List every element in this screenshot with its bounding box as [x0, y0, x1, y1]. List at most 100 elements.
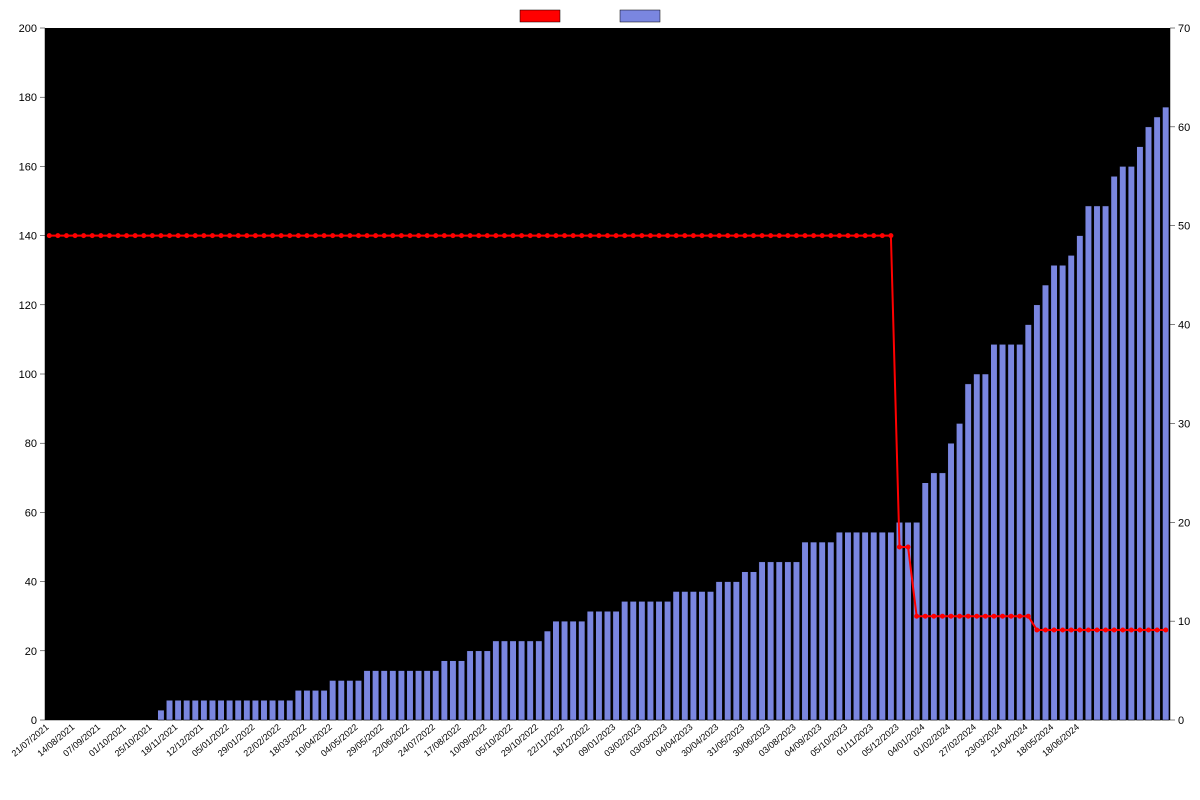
- bar: [1137, 147, 1143, 720]
- bar: [845, 532, 851, 720]
- bar: [630, 601, 636, 720]
- line-marker: [73, 233, 78, 238]
- y-left-tick-label: 0: [31, 715, 37, 727]
- line-marker: [1069, 628, 1074, 633]
- line-marker: [511, 233, 516, 238]
- line-marker: [545, 233, 550, 238]
- y-left-tick-label: 20: [25, 646, 37, 658]
- line-marker: [871, 233, 876, 238]
- line-marker: [1163, 628, 1168, 633]
- bar: [579, 621, 585, 720]
- bar: [398, 671, 404, 720]
- bar: [1111, 176, 1117, 720]
- line-marker: [983, 614, 988, 619]
- line-marker: [1112, 628, 1117, 633]
- line-marker: [596, 233, 601, 238]
- y-left-tick-label: 60: [25, 507, 37, 519]
- y-left-tick-label: 160: [19, 161, 37, 173]
- line-marker: [845, 233, 850, 238]
- line-marker: [64, 233, 69, 238]
- bar: [158, 710, 164, 720]
- line-marker: [734, 233, 739, 238]
- line-marker: [133, 233, 138, 238]
- line-marker: [888, 233, 893, 238]
- line-marker: [382, 233, 387, 238]
- line-marker: [373, 233, 378, 238]
- line-marker: [579, 233, 584, 238]
- bar: [433, 671, 439, 720]
- line-marker: [863, 233, 868, 238]
- line-marker: [1137, 628, 1142, 633]
- bar: [295, 690, 301, 720]
- line-marker: [407, 233, 412, 238]
- line-marker: [433, 233, 438, 238]
- bar: [913, 522, 919, 720]
- bar: [355, 680, 361, 720]
- y-left-tick-label: 140: [19, 231, 37, 243]
- line-marker: [1026, 614, 1031, 619]
- line-marker: [562, 233, 567, 238]
- line-marker: [150, 233, 155, 238]
- line-marker: [1146, 628, 1151, 633]
- line-marker: [837, 233, 842, 238]
- line-marker: [528, 233, 533, 238]
- bar: [931, 473, 937, 720]
- line-marker: [425, 233, 430, 238]
- line-marker: [725, 233, 730, 238]
- bar: [596, 611, 602, 720]
- bar: [965, 384, 971, 720]
- bar: [244, 700, 250, 720]
- bar: [896, 522, 902, 720]
- line-marker: [794, 233, 799, 238]
- bar: [175, 700, 181, 720]
- line-marker: [897, 545, 902, 550]
- line-marker: [141, 233, 146, 238]
- line-marker: [468, 233, 473, 238]
- line-marker: [493, 233, 498, 238]
- line-marker: [55, 233, 60, 238]
- legend-swatch: [520, 10, 560, 22]
- y-right-tick-label: 60: [1178, 122, 1190, 134]
- line-marker: [1000, 614, 1005, 619]
- line-marker: [751, 233, 756, 238]
- line-marker: [236, 233, 241, 238]
- bar: [647, 601, 653, 720]
- bar: [201, 700, 207, 720]
- line-marker: [416, 233, 421, 238]
- line-marker: [940, 614, 945, 619]
- line-marker: [639, 233, 644, 238]
- line-marker: [622, 233, 627, 238]
- bar: [166, 700, 172, 720]
- bar: [287, 700, 293, 720]
- bar: [235, 700, 241, 720]
- line-marker: [390, 233, 395, 238]
- y-left-tick-label: 120: [19, 300, 37, 312]
- bar: [836, 532, 842, 720]
- bar: [278, 700, 284, 720]
- bar: [604, 611, 610, 720]
- bar: [261, 700, 267, 720]
- y-right-tick-label: 0: [1178, 715, 1184, 727]
- bar: [802, 542, 808, 720]
- bar: [553, 621, 559, 720]
- bar: [364, 671, 370, 720]
- bar: [269, 700, 275, 720]
- bar: [810, 542, 816, 720]
- line-marker: [253, 233, 258, 238]
- bar: [922, 483, 928, 720]
- line-marker: [476, 233, 481, 238]
- bar: [587, 611, 593, 720]
- bar: [664, 601, 670, 720]
- bar: [458, 661, 464, 720]
- y-left-tick-label: 80: [25, 438, 37, 450]
- bar: [682, 591, 688, 720]
- y-left-tick-label: 40: [25, 577, 37, 589]
- line-marker: [356, 233, 361, 238]
- line-marker: [339, 233, 344, 238]
- line-marker: [553, 233, 558, 238]
- line-marker: [296, 233, 301, 238]
- line-marker: [244, 233, 249, 238]
- bar: [1102, 206, 1108, 720]
- line-marker: [1060, 628, 1065, 633]
- bar: [1059, 265, 1065, 720]
